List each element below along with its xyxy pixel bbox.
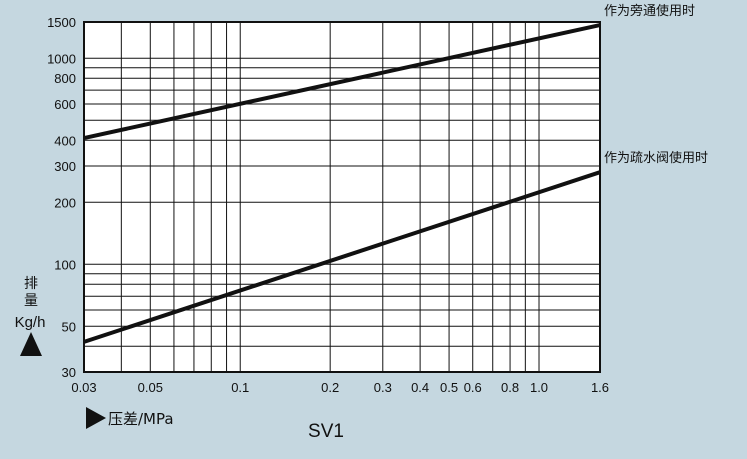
x-tick-label: 0.2 [321, 380, 339, 395]
plot-border [83, 21, 601, 373]
x-tick-label: 1.6 [591, 380, 609, 395]
x-tick-label: 1.0 [530, 380, 548, 395]
x-tick-label: 0.6 [464, 380, 482, 395]
series-label-2: 作为疏水阀使用时 [604, 150, 708, 166]
x-axis-label: 压差/MPa [108, 410, 174, 428]
series-line-2 [83, 170, 601, 344]
x-tick-label: 0.3 [374, 380, 392, 395]
x-tick-label: 0.05 [138, 380, 163, 395]
y-tick-label: 1000 [47, 51, 76, 66]
series-label-1: 作为旁通使用时 [604, 3, 695, 19]
right-arrow-icon [86, 407, 106, 429]
y-tick-label: 50 [62, 319, 76, 334]
chart-title: SV1 [308, 421, 344, 442]
x-tick-labels: 0.03 0.05 0.1 0.2 0.3 0.4 0.5 0.6 0.8 1.0 1.6 [71, 380, 609, 395]
y-tick-label: 400 [54, 133, 76, 148]
y-tick-label: 600 [54, 97, 76, 112]
y-tick-label: 200 [54, 195, 76, 210]
y-label-unit: Kg/h [15, 314, 46, 331]
y-tick-label: 1500 [47, 15, 76, 30]
x-tick-label: 0.4 [411, 380, 429, 395]
y-tick-label: 100 [54, 257, 76, 272]
y-label-line-1: 排 [24, 276, 38, 292]
x-tick-label: 0.1 [231, 380, 249, 395]
y-tick-label: 300 [54, 159, 76, 174]
y-tick-label: 30 [62, 365, 76, 380]
y-tick-label: 800 [54, 71, 76, 86]
series-line-1 [83, 23, 601, 140]
x-tick-label: 0.5 [440, 380, 458, 395]
up-arrow-icon [20, 332, 42, 356]
y-label-line-2: 量 [24, 293, 38, 309]
series-group [83, 23, 601, 344]
y-tick-labels: 30 50 100 200 300 400 600 800 1000 1500 [47, 15, 76, 380]
x-tick-label: 0.03 [71, 380, 96, 395]
x-tick-label: 0.8 [501, 380, 519, 395]
